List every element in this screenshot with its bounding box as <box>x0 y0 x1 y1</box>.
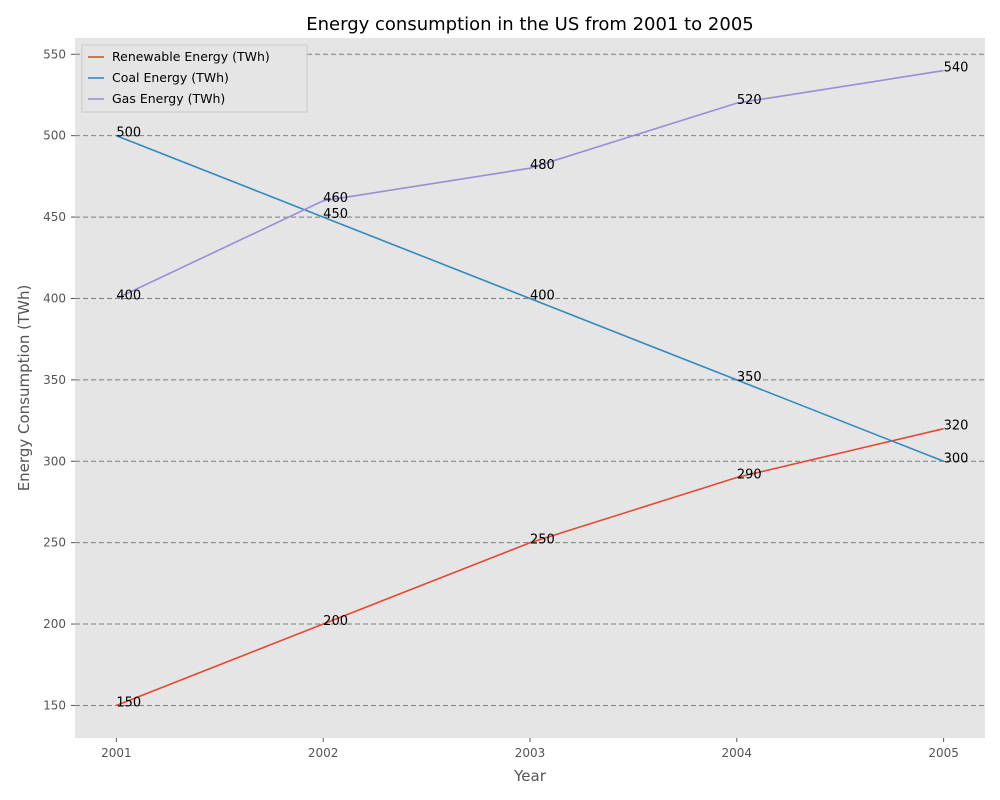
x-tick-label: 2002 <box>308 746 339 760</box>
y-axis-label: Energy Consumption (TWh) <box>15 285 33 492</box>
x-tick-label: 2001 <box>101 746 132 760</box>
data-label: 460 <box>323 191 348 206</box>
data-label: 520 <box>737 93 762 108</box>
series-line-1 <box>116 134 944 463</box>
data-label: 290 <box>737 468 762 483</box>
y-tick-label: 250 <box>43 536 66 550</box>
y-axis-ticks: 150 200 250 300 350 400 450 500 550 <box>43 47 75 712</box>
y-tick-label: 400 <box>43 291 66 305</box>
data-label: 500 <box>116 126 141 141</box>
data-label: 540 <box>944 61 969 76</box>
legend-label-2: Gas Energy (TWh) <box>112 91 225 106</box>
y-tick-label: 300 <box>43 454 66 468</box>
series-lines <box>116 69 944 707</box>
data-label: 250 <box>530 533 555 548</box>
legend: Renewable Energy (TWh) Coal Energy (TWh) G… <box>81 44 308 113</box>
data-label: 320 <box>944 419 969 434</box>
plot-background <box>75 38 985 738</box>
data-label: 400 <box>530 288 555 303</box>
data-label: 300 <box>944 451 969 466</box>
data-label: 400 <box>116 288 141 303</box>
x-axis-label: Year <box>513 767 547 785</box>
data-label: 350 <box>737 370 762 385</box>
data-label: 200 <box>323 614 348 629</box>
legend-label-1: Coal Energy (TWh) <box>112 70 229 85</box>
y-tick-label: 550 <box>43 47 66 61</box>
data-label: 450 <box>323 207 348 222</box>
legend-label-0: Renewable Energy (TWh) <box>112 49 270 64</box>
data-label: 480 <box>530 158 555 173</box>
y-tick-label: 350 <box>43 373 66 387</box>
x-tick-label: 2004 <box>722 746 753 760</box>
y-tick-label: 500 <box>43 129 66 143</box>
data-label: 150 <box>116 695 141 710</box>
legend-box <box>81 44 308 113</box>
x-axis-ticks: 2001 2002 2003 2004 2005 <box>101 738 959 760</box>
y-tick-label: 200 <box>43 617 66 631</box>
chart-title: Energy consumption in the US from 2001 t… <box>306 14 753 35</box>
x-tick-label: 2005 <box>928 746 959 760</box>
x-tick-label: 2003 <box>515 746 546 760</box>
y-tick-label: 450 <box>43 210 66 224</box>
series-line-2 <box>116 69 944 300</box>
data-labels: 150 200 250 290 320 500 450 400 350 300 400 460 480 5… <box>116 61 968 711</box>
series-line-0 <box>116 427 944 707</box>
y-tick-label: 150 <box>43 698 66 712</box>
